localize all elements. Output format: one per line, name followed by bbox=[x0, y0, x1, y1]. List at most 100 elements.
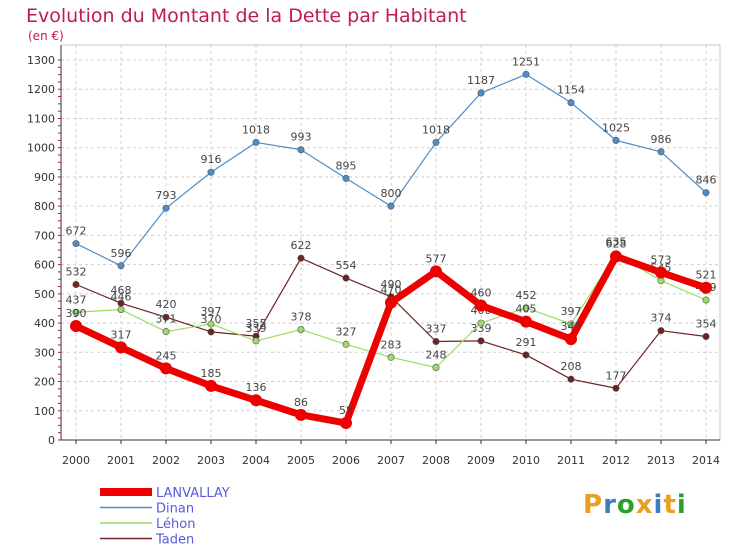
x-tick-label: 2001 bbox=[107, 454, 135, 467]
data-label-lehon: 397 bbox=[561, 305, 582, 318]
data-label-dinan: 1018 bbox=[242, 123, 270, 136]
x-tick-label: 2006 bbox=[332, 454, 360, 467]
data-label-taden: 208 bbox=[561, 360, 582, 373]
x-tick-label: 2005 bbox=[287, 454, 315, 467]
data-label-taden: 337 bbox=[426, 322, 447, 335]
data-point-taden bbox=[297, 254, 305, 262]
y-tick-label: 1100 bbox=[27, 112, 55, 125]
data-point-lehon bbox=[207, 320, 215, 328]
y-tick-label: 1000 bbox=[27, 142, 55, 155]
data-label-lehon: 635 bbox=[606, 235, 627, 248]
y-tick-label: 400 bbox=[34, 317, 55, 330]
y-tick-label: 800 bbox=[34, 200, 55, 213]
data-point-lanvallay bbox=[475, 299, 487, 312]
data-point-lehon bbox=[342, 340, 350, 348]
data-label-dinan: 793 bbox=[156, 189, 177, 202]
data-label-lanvallay: 185 bbox=[201, 367, 222, 380]
x-tick-label: 2008 bbox=[422, 454, 450, 467]
data-label-taden: 468 bbox=[111, 284, 132, 297]
data-label-lanvallay: 628 bbox=[606, 237, 627, 250]
chart-title: Evolution du Montant de la Dette par Hab… bbox=[26, 5, 467, 27]
data-point-lehon bbox=[432, 364, 440, 372]
logo-letter: i bbox=[676, 490, 687, 520]
data-point-dinan bbox=[477, 89, 485, 97]
x-tick-label: 2009 bbox=[467, 454, 495, 467]
data-point-taden bbox=[522, 351, 530, 359]
data-label-taden: 291 bbox=[516, 336, 537, 349]
y-tick-label: 1200 bbox=[27, 83, 55, 96]
data-point-lanvallay bbox=[250, 394, 262, 407]
data-point-lanvallay bbox=[520, 315, 532, 328]
x-tick-label: 2007 bbox=[377, 454, 405, 467]
data-label-dinan: 1018 bbox=[422, 123, 450, 136]
logo-letter: P bbox=[583, 490, 604, 520]
data-point-lanvallay bbox=[385, 296, 397, 309]
x-tick-label: 2000 bbox=[62, 454, 90, 467]
x-tick-label: 2011 bbox=[557, 454, 585, 467]
data-label-lehon: 452 bbox=[516, 289, 537, 302]
data-point-dinan bbox=[117, 262, 125, 270]
data-label-taden: 420 bbox=[156, 298, 177, 311]
data-point-lehon bbox=[117, 306, 125, 314]
y-tick-label: 600 bbox=[34, 259, 55, 272]
data-label-dinan: 1251 bbox=[512, 55, 540, 68]
data-label-lanvallay: 460 bbox=[471, 287, 492, 300]
proxiti-logo: Proxiti bbox=[583, 490, 687, 520]
data-point-lanvallay bbox=[430, 265, 442, 278]
data-point-lehon bbox=[297, 326, 305, 334]
data-label-taden: 177 bbox=[606, 369, 627, 382]
data-point-lanvallay bbox=[700, 281, 712, 294]
y-tick-label: 100 bbox=[34, 405, 55, 418]
data-point-dinan bbox=[342, 174, 350, 182]
data-point-lehon bbox=[702, 296, 710, 304]
data-point-taden bbox=[432, 337, 440, 345]
data-point-dinan bbox=[387, 202, 395, 210]
plot-area: 0 100 200 300 400 500 600 700 800 900 1000 1100 1200… bbox=[27, 44, 721, 467]
data-label-dinan: 1187 bbox=[467, 74, 495, 87]
legend-label: LANVALLAY bbox=[156, 486, 230, 501]
data-point-dinan bbox=[522, 70, 530, 78]
x-tick-label: 2003 bbox=[197, 454, 225, 467]
data-point-taden bbox=[162, 313, 170, 321]
data-label-lehon: 437 bbox=[66, 293, 87, 306]
y-tick-label: 500 bbox=[34, 288, 55, 301]
data-label-lanvallay: 58 bbox=[339, 404, 353, 417]
x-tick-label: 2014 bbox=[692, 454, 720, 467]
data-label-dinan: 986 bbox=[651, 133, 672, 146]
legend-label: Léhon bbox=[156, 517, 195, 532]
data-label-taden: 374 bbox=[651, 312, 672, 325]
data-point-lanvallay bbox=[610, 250, 622, 263]
y-tick-label: 200 bbox=[34, 376, 55, 389]
data-point-dinan bbox=[252, 138, 260, 146]
data-label-lanvallay: 86 bbox=[294, 396, 308, 409]
data-point-taden bbox=[567, 375, 575, 383]
data-label-dinan: 596 bbox=[111, 247, 132, 260]
data-point-taden bbox=[477, 337, 485, 345]
logo-letter: x bbox=[635, 490, 654, 520]
data-label-dinan: 846 bbox=[696, 174, 717, 187]
data-point-taden bbox=[342, 274, 350, 282]
chart-subtitle: (en €) bbox=[28, 29, 64, 43]
data-label-lehon: 371 bbox=[156, 313, 177, 326]
data-label-dinan: 916 bbox=[201, 153, 222, 166]
logo-letter: i bbox=[653, 490, 664, 520]
data-point-taden bbox=[657, 327, 665, 335]
data-label-taden: 355 bbox=[246, 317, 267, 330]
data-point-dinan bbox=[432, 138, 440, 146]
data-label-taden: 354 bbox=[696, 318, 717, 331]
data-point-lehon bbox=[522, 304, 530, 312]
y-tick-label: 900 bbox=[34, 171, 55, 184]
data-label-taden: 532 bbox=[66, 265, 87, 278]
y-tick-label: 1300 bbox=[27, 54, 55, 67]
data-label-dinan: 1154 bbox=[557, 84, 585, 97]
data-point-lehon bbox=[477, 319, 485, 327]
y-tick-label: 300 bbox=[34, 346, 55, 359]
logo-letter: o bbox=[616, 490, 636, 520]
y-tick-label: 700 bbox=[34, 229, 55, 242]
data-point-lanvallay bbox=[340, 417, 352, 430]
data-label-lehon: 339 bbox=[246, 322, 267, 335]
data-label-taden: 370 bbox=[201, 313, 222, 326]
data-label-lehon: 327 bbox=[336, 325, 357, 338]
